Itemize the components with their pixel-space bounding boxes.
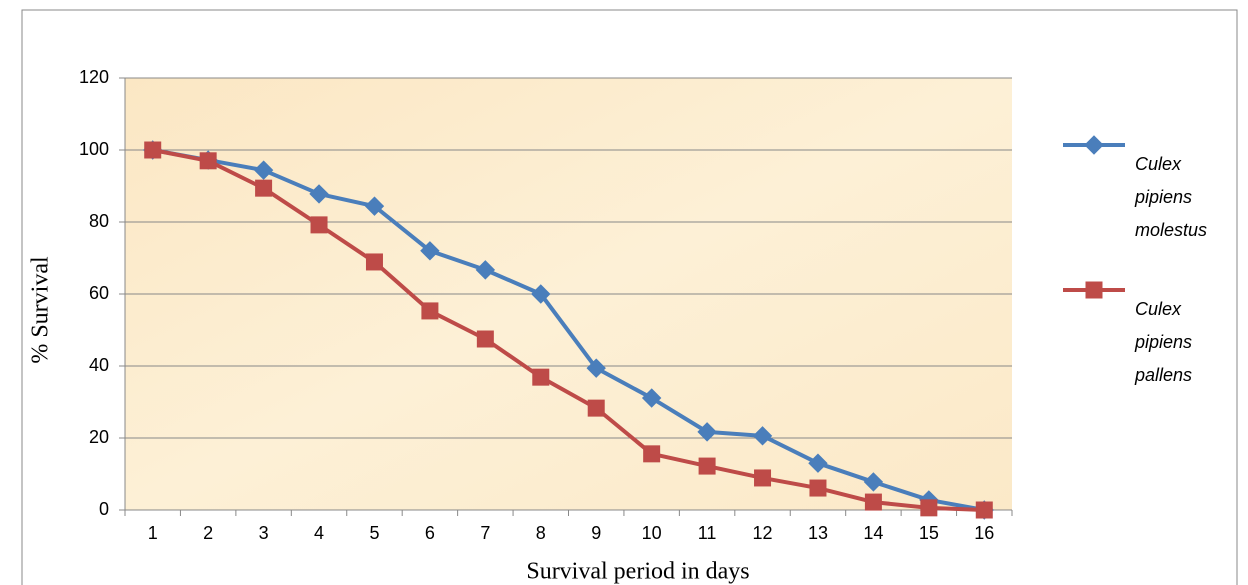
x-tick-label: 8: [536, 523, 546, 543]
data-point: [255, 179, 273, 197]
y-tick-label: 100: [79, 139, 109, 159]
y-tick-label: 0: [99, 499, 109, 519]
data-point: [863, 472, 884, 492]
y-axis-label: % Survival: [28, 256, 54, 364]
data-point: [144, 141, 162, 159]
data-point: [641, 388, 662, 408]
x-tick-label: 2: [203, 523, 213, 543]
data-point: [920, 499, 938, 517]
data-point: [364, 196, 385, 216]
x-tick-label: 5: [369, 523, 379, 543]
data-point: [808, 453, 828, 473]
data-point: [310, 216, 328, 234]
data-point: [531, 284, 551, 304]
data-point: [476, 330, 494, 348]
data-point: [586, 358, 606, 378]
y-tick-label: 60: [89, 283, 109, 303]
x-tick-label: 7: [480, 523, 490, 543]
x-tick-label: 13: [808, 523, 828, 543]
data-point: [698, 457, 716, 475]
data-point: [809, 479, 827, 497]
data-point: [253, 160, 274, 180]
data-point: [697, 422, 717, 442]
legend-marker: [1085, 281, 1103, 299]
data-point: [199, 152, 217, 170]
x-tick-label: 16: [974, 523, 994, 543]
data-point: [587, 399, 605, 417]
x-tick-label: 12: [753, 523, 773, 543]
legend-label: Culex pipiens pallens: [1135, 299, 1193, 385]
x-tick-label: 15: [919, 523, 939, 543]
y-tick-label: 40: [89, 355, 109, 375]
y-tick-label: 80: [89, 211, 109, 231]
x-tick-label: 10: [642, 523, 662, 543]
series-line: [152, 148, 985, 512]
data-point: [421, 302, 439, 320]
x-tick-label: 1: [148, 523, 158, 543]
legend-marker: [1084, 135, 1104, 155]
data-point: [643, 445, 661, 463]
data-point: [975, 501, 993, 519]
y-tick-label: 120: [79, 67, 109, 87]
x-tick-label: 11: [698, 523, 717, 543]
y-tick-label: 20: [89, 427, 109, 447]
series-line: [152, 148, 985, 512]
data-point: [420, 241, 440, 261]
x-tick-label: 4: [314, 523, 324, 543]
x-tick-label: 14: [863, 523, 883, 543]
chart-border: [21, 9, 1238, 585]
x-axis-label: Survival period in days: [526, 559, 749, 585]
data-point: [309, 184, 329, 204]
data-point: [365, 253, 383, 271]
data-point: [754, 469, 772, 487]
data-point: [864, 493, 882, 511]
x-tick-label: 6: [425, 523, 435, 543]
data-point: [532, 368, 550, 386]
legend-label: Culex pipiens molestus: [1135, 154, 1208, 240]
x-tick-label: 9: [591, 523, 601, 543]
data-point: [752, 426, 773, 446]
x-tick-label: 3: [259, 523, 269, 543]
data-point: [475, 260, 496, 280]
